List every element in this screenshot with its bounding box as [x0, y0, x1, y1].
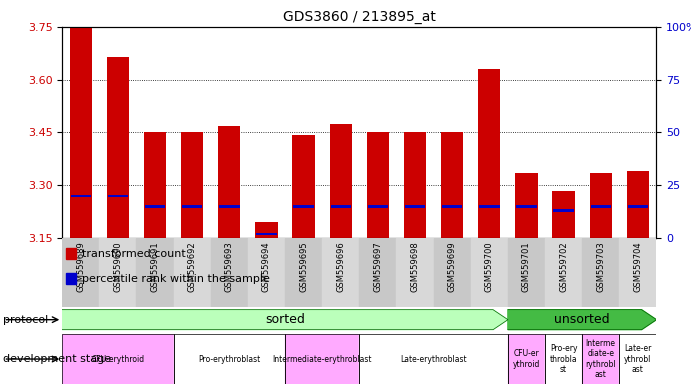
- Bar: [108, 195, 128, 197]
- Bar: [66, 248, 77, 260]
- Bar: [182, 205, 202, 208]
- Bar: [70, 195, 91, 197]
- Text: CFU-er
ythroid: CFU-er ythroid: [513, 349, 540, 369]
- Text: protocol: protocol: [3, 315, 48, 325]
- Bar: [434, 238, 471, 307]
- Bar: [619, 334, 656, 384]
- Text: Interme
diate-e
rythrobl
ast: Interme diate-e rythrobl ast: [585, 339, 616, 379]
- Polygon shape: [62, 310, 508, 329]
- Text: percentile rank within the sample: percentile rank within the sample: [82, 274, 269, 285]
- Bar: [516, 205, 537, 208]
- Bar: [292, 135, 314, 238]
- Text: sorted: sorted: [265, 313, 305, 326]
- Title: GDS3860 / 213895_at: GDS3860 / 213895_at: [283, 10, 436, 25]
- Text: GSM559694: GSM559694: [262, 242, 271, 292]
- Bar: [397, 238, 434, 307]
- Text: GSM559699: GSM559699: [448, 242, 457, 292]
- Bar: [359, 334, 508, 384]
- Bar: [545, 334, 582, 384]
- Bar: [405, 205, 425, 208]
- Text: GSM559704: GSM559704: [634, 242, 643, 292]
- Bar: [106, 57, 129, 238]
- Bar: [330, 124, 352, 238]
- Bar: [173, 334, 285, 384]
- Bar: [508, 334, 545, 384]
- Bar: [589, 173, 612, 238]
- Text: GSM559692: GSM559692: [188, 242, 197, 292]
- Text: Late-erythroblast: Late-erythroblast: [400, 354, 467, 364]
- Bar: [330, 205, 351, 208]
- Bar: [582, 334, 619, 384]
- Text: GSM559691: GSM559691: [151, 242, 160, 292]
- Bar: [471, 238, 508, 307]
- Polygon shape: [508, 310, 656, 329]
- Bar: [619, 238, 656, 307]
- Text: GSM559695: GSM559695: [299, 242, 308, 292]
- Bar: [62, 334, 173, 384]
- Text: GSM559693: GSM559693: [225, 242, 234, 292]
- Bar: [322, 238, 359, 307]
- Bar: [442, 205, 462, 208]
- Bar: [619, 334, 656, 384]
- Bar: [367, 132, 389, 238]
- Bar: [545, 334, 582, 384]
- Bar: [100, 238, 137, 307]
- Text: CFU-erythroid: CFU-erythroid: [91, 354, 144, 364]
- Bar: [218, 126, 240, 238]
- Bar: [478, 69, 500, 238]
- Text: GSM559702: GSM559702: [559, 242, 568, 292]
- Bar: [553, 209, 574, 212]
- Bar: [62, 238, 100, 307]
- Text: GSM559698: GSM559698: [410, 242, 419, 292]
- Bar: [591, 205, 611, 208]
- Text: GSM559701: GSM559701: [522, 242, 531, 292]
- Text: Pro-erythroblast: Pro-erythroblast: [198, 354, 261, 364]
- Text: GSM559700: GSM559700: [485, 242, 494, 292]
- Bar: [136, 238, 173, 307]
- Bar: [285, 238, 322, 307]
- Bar: [285, 334, 359, 384]
- Text: GSM559689: GSM559689: [76, 242, 85, 292]
- Bar: [627, 205, 648, 208]
- Bar: [582, 238, 619, 307]
- Bar: [173, 238, 211, 307]
- Bar: [219, 205, 240, 208]
- Bar: [359, 238, 397, 307]
- Bar: [508, 334, 545, 384]
- Bar: [294, 205, 314, 208]
- Text: Intermediate-erythroblast: Intermediate-erythroblast: [272, 354, 372, 364]
- Bar: [515, 173, 538, 238]
- Bar: [256, 233, 276, 235]
- Bar: [545, 238, 582, 307]
- Bar: [144, 132, 167, 238]
- Text: Pro-ery
throbla
st: Pro-ery throbla st: [550, 344, 578, 374]
- Bar: [285, 334, 359, 384]
- Bar: [211, 238, 248, 307]
- Bar: [479, 205, 500, 208]
- Text: unsorted: unsorted: [554, 313, 610, 326]
- Bar: [359, 334, 508, 384]
- Bar: [627, 171, 649, 238]
- Bar: [145, 205, 165, 208]
- Text: Late-er
ythrobl
ast: Late-er ythrobl ast: [624, 344, 652, 374]
- Text: GSM559696: GSM559696: [337, 242, 346, 292]
- Bar: [404, 132, 426, 238]
- Text: GSM559697: GSM559697: [373, 242, 382, 292]
- Text: GSM559690: GSM559690: [113, 242, 122, 292]
- Text: development stage: development stage: [3, 354, 111, 364]
- Bar: [553, 191, 575, 238]
- Bar: [582, 334, 619, 384]
- Text: transformed count: transformed count: [82, 249, 186, 260]
- Bar: [441, 132, 463, 238]
- Bar: [368, 205, 388, 208]
- Bar: [62, 334, 173, 384]
- Bar: [181, 132, 203, 238]
- Bar: [173, 334, 285, 384]
- Bar: [248, 238, 285, 307]
- Bar: [66, 273, 77, 284]
- Bar: [508, 238, 545, 307]
- Bar: [256, 222, 278, 238]
- Bar: [70, 28, 92, 238]
- Text: GSM559703: GSM559703: [596, 242, 605, 292]
